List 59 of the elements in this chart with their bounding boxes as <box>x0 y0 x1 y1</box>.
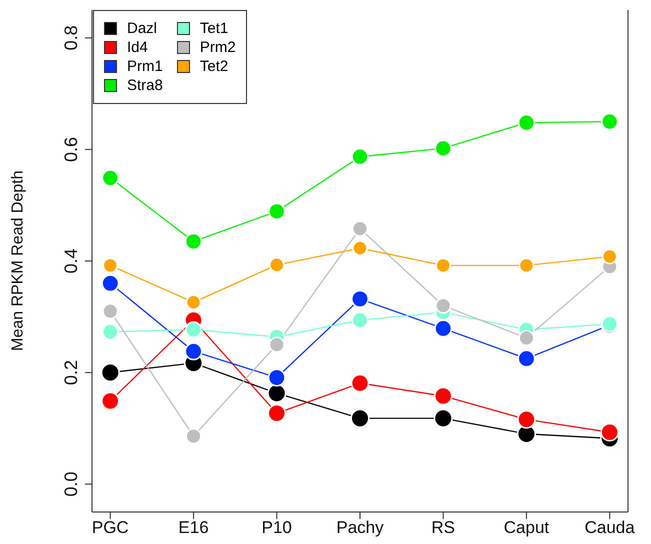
point <box>352 240 368 256</box>
point <box>351 148 369 166</box>
point <box>601 112 618 130</box>
point <box>102 303 118 320</box>
point <box>269 257 285 273</box>
point <box>434 140 452 157</box>
point <box>434 320 452 338</box>
point <box>434 386 452 406</box>
point <box>268 368 286 387</box>
point <box>184 232 202 250</box>
legend-label: Stra8 <box>127 77 163 94</box>
point <box>352 312 368 328</box>
y-tick-label: 0.8 <box>61 25 81 50</box>
point <box>435 298 452 314</box>
point <box>518 350 536 368</box>
point <box>102 323 119 340</box>
point <box>352 220 368 237</box>
x-tick-label: PGC <box>92 518 129 538</box>
point <box>518 258 534 274</box>
point <box>350 408 370 428</box>
point <box>185 428 202 444</box>
point <box>102 169 119 187</box>
point <box>100 363 120 382</box>
point <box>185 321 202 338</box>
point <box>517 410 536 429</box>
x-tick-label: Cauda <box>584 518 636 538</box>
point <box>268 202 286 220</box>
point <box>186 294 202 310</box>
legend-label: Tet1 <box>200 20 228 37</box>
y-axis-title: Mean RPKM Read Depth <box>10 170 27 351</box>
point <box>600 422 619 442</box>
y-tick-label: 0.2 <box>61 360 81 386</box>
legend-label: Prm2 <box>200 39 236 56</box>
y-tick-label: 0.4 <box>61 248 81 274</box>
y-tick-label: 0.6 <box>61 136 81 162</box>
point <box>351 290 369 308</box>
point <box>350 374 370 392</box>
x-tick-label: P10 <box>262 518 292 538</box>
x-tick-label: Pachy <box>336 518 384 538</box>
legend-label: Dazl <box>127 20 158 37</box>
point <box>102 258 118 274</box>
point <box>267 384 286 403</box>
point <box>184 342 202 360</box>
point <box>268 336 285 353</box>
x-tick-label: E16 <box>178 518 209 538</box>
point <box>101 274 120 292</box>
legend-label: Prm1 <box>127 58 163 75</box>
point <box>435 258 451 274</box>
x-tick-label: Caput <box>504 518 550 538</box>
point <box>101 392 120 410</box>
point <box>518 330 535 346</box>
point <box>602 248 618 264</box>
point <box>268 404 286 423</box>
point <box>434 408 453 428</box>
point <box>518 114 536 132</box>
legend-label: Id4 <box>127 39 148 56</box>
legend-label: Tet2 <box>200 58 228 75</box>
x-tick-label: RS <box>431 518 456 538</box>
y-tick-label: 0.0 <box>61 472 81 497</box>
